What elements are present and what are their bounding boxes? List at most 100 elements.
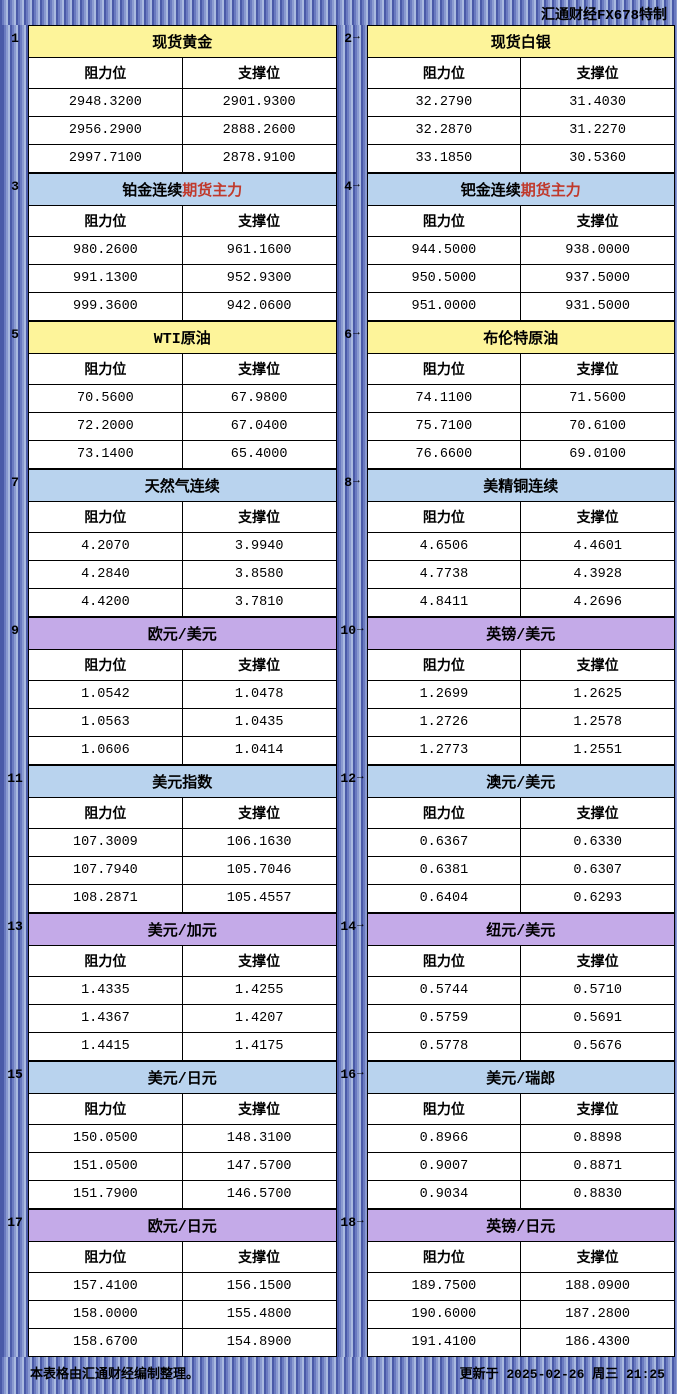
support-value: 69.0100 bbox=[521, 441, 675, 469]
data-row: 980.2600961.1600 bbox=[29, 237, 337, 265]
header-support: 支撑位 bbox=[183, 946, 337, 977]
resistance-value: 950.5000 bbox=[368, 265, 522, 293]
price-block: 现货黄金阻力位支撑位2948.32002901.93002956.2900288… bbox=[28, 25, 337, 173]
data-row: 1.27731.2551 bbox=[368, 737, 676, 765]
column-headers: 阻力位支撑位 bbox=[368, 502, 676, 533]
support-value: 931.5000 bbox=[521, 293, 675, 321]
data-row: 150.0500148.3100 bbox=[29, 1125, 337, 1153]
support-value: 2878.9100 bbox=[183, 145, 337, 173]
data-row: 1.05631.0435 bbox=[29, 709, 337, 737]
column-headers: 阻力位支撑位 bbox=[29, 650, 337, 681]
data-row: 76.660069.0100 bbox=[368, 441, 676, 469]
resistance-value: 2997.7100 bbox=[29, 145, 183, 173]
resistance-value: 2948.3200 bbox=[29, 89, 183, 117]
header-resistance: 阻力位 bbox=[368, 798, 522, 829]
header-resistance: 阻力位 bbox=[368, 354, 522, 385]
header-resistance: 阻力位 bbox=[29, 798, 183, 829]
block-title: 美元/瑞郎 bbox=[368, 1062, 676, 1094]
column-headers: 阻力位支撑位 bbox=[29, 354, 337, 385]
header-resistance: 阻力位 bbox=[368, 58, 522, 89]
support-value: 147.5700 bbox=[183, 1153, 337, 1181]
resistance-value: 1.4367 bbox=[29, 1005, 183, 1033]
support-value: 961.1600 bbox=[183, 237, 337, 265]
block-number: 10 bbox=[337, 617, 367, 765]
data-row: 1.26991.2625 bbox=[368, 681, 676, 709]
header-support: 支撑位 bbox=[521, 1094, 675, 1125]
data-row: 4.20703.9940 bbox=[29, 533, 337, 561]
support-value: 2901.9300 bbox=[183, 89, 337, 117]
header-resistance: 阻力位 bbox=[29, 650, 183, 681]
price-block: 美元/瑞郎阻力位支撑位0.89660.88980.90070.88710.903… bbox=[367, 1061, 676, 1209]
header-support: 支撑位 bbox=[521, 1242, 675, 1273]
block-number: 5 bbox=[2, 321, 28, 469]
block-title: 钯金连续期货主力 bbox=[368, 174, 676, 206]
block-number: 4 bbox=[337, 173, 367, 321]
resistance-value: 1.0606 bbox=[29, 737, 183, 765]
resistance-value: 999.3600 bbox=[29, 293, 183, 321]
block-title: 天然气连续 bbox=[29, 470, 337, 502]
resistance-value: 191.4100 bbox=[368, 1329, 522, 1357]
header-support: 支撑位 bbox=[521, 58, 675, 89]
resistance-value: 108.2871 bbox=[29, 885, 183, 913]
footer-left: 本表格由汇通财经编制整理。 bbox=[30, 1363, 199, 1382]
data-row: 2997.71002878.9100 bbox=[29, 145, 337, 173]
block-number: 15 bbox=[2, 1061, 28, 1209]
resistance-value: 0.5778 bbox=[368, 1033, 522, 1061]
header-support: 支撑位 bbox=[183, 354, 337, 385]
data-row: 4.42003.7810 bbox=[29, 589, 337, 617]
support-value: 4.2696 bbox=[521, 589, 675, 617]
data-row: 158.0000155.4800 bbox=[29, 1301, 337, 1329]
resistance-value: 151.7900 bbox=[29, 1181, 183, 1209]
price-block: 天然气连续阻力位支撑位4.20703.99404.28403.85804.420… bbox=[28, 469, 337, 617]
block-number: 7 bbox=[2, 469, 28, 617]
data-row: 951.0000931.5000 bbox=[368, 293, 676, 321]
resistance-value: 1.4335 bbox=[29, 977, 183, 1005]
support-value: 31.2270 bbox=[521, 117, 675, 145]
block-number: 2 bbox=[337, 25, 367, 173]
resistance-value: 0.6367 bbox=[368, 829, 522, 857]
support-value: 187.2800 bbox=[521, 1301, 675, 1329]
header-support: 支撑位 bbox=[183, 58, 337, 89]
block-title: 布伦特原油 bbox=[368, 322, 676, 354]
support-value: 146.5700 bbox=[183, 1181, 337, 1209]
resistance-value: 4.2840 bbox=[29, 561, 183, 589]
block-title: 美精铜连续 bbox=[368, 470, 676, 502]
price-block: 纽元/美元阻力位支撑位0.57440.57100.57590.56910.577… bbox=[367, 913, 676, 1061]
block-title: 英镑/日元 bbox=[368, 1210, 676, 1242]
support-value: 71.5600 bbox=[521, 385, 675, 413]
data-row: 4.28403.8580 bbox=[29, 561, 337, 589]
block-number: 11 bbox=[2, 765, 28, 913]
resistance-value: 991.1300 bbox=[29, 265, 183, 293]
header-support: 支撑位 bbox=[183, 798, 337, 829]
data-row: 1.43671.4207 bbox=[29, 1005, 337, 1033]
price-block: 美元/加元阻力位支撑位1.43351.42551.43671.42071.441… bbox=[28, 913, 337, 1061]
block-title: 美元指数 bbox=[29, 766, 337, 798]
block-title: 纽元/美元 bbox=[368, 914, 676, 946]
footer-right: 更新于 2025-02-26 周三 21:25 bbox=[460, 1363, 665, 1382]
data-row: 108.2871105.4557 bbox=[29, 885, 337, 913]
block-title: 澳元/美元 bbox=[368, 766, 676, 798]
data-row: 2956.29002888.2600 bbox=[29, 117, 337, 145]
header-brand: 汇通财经FX678特制 bbox=[2, 2, 675, 25]
support-value: 1.2625 bbox=[521, 681, 675, 709]
support-value: 65.4000 bbox=[183, 441, 337, 469]
data-row: 157.4100156.1500 bbox=[29, 1273, 337, 1301]
support-value: 0.5710 bbox=[521, 977, 675, 1005]
support-value: 0.8830 bbox=[521, 1181, 675, 1209]
resistance-value: 4.2070 bbox=[29, 533, 183, 561]
header-support: 支撑位 bbox=[521, 354, 675, 385]
header-support: 支撑位 bbox=[183, 206, 337, 237]
column-headers: 阻力位支撑位 bbox=[29, 58, 337, 89]
header-resistance: 阻力位 bbox=[368, 206, 522, 237]
column-headers: 阻力位支撑位 bbox=[368, 1242, 676, 1273]
data-row: 0.57590.5691 bbox=[368, 1005, 676, 1033]
data-row: 1.43351.4255 bbox=[29, 977, 337, 1005]
data-row: 190.6000187.2800 bbox=[368, 1301, 676, 1329]
resistance-value: 4.6506 bbox=[368, 533, 522, 561]
data-row: 4.84114.2696 bbox=[368, 589, 676, 617]
resistance-value: 4.7738 bbox=[368, 561, 522, 589]
support-value: 186.4300 bbox=[521, 1329, 675, 1357]
data-row: 73.140065.4000 bbox=[29, 441, 337, 469]
resistance-value: 157.4100 bbox=[29, 1273, 183, 1301]
resistance-value: 0.6404 bbox=[368, 885, 522, 913]
